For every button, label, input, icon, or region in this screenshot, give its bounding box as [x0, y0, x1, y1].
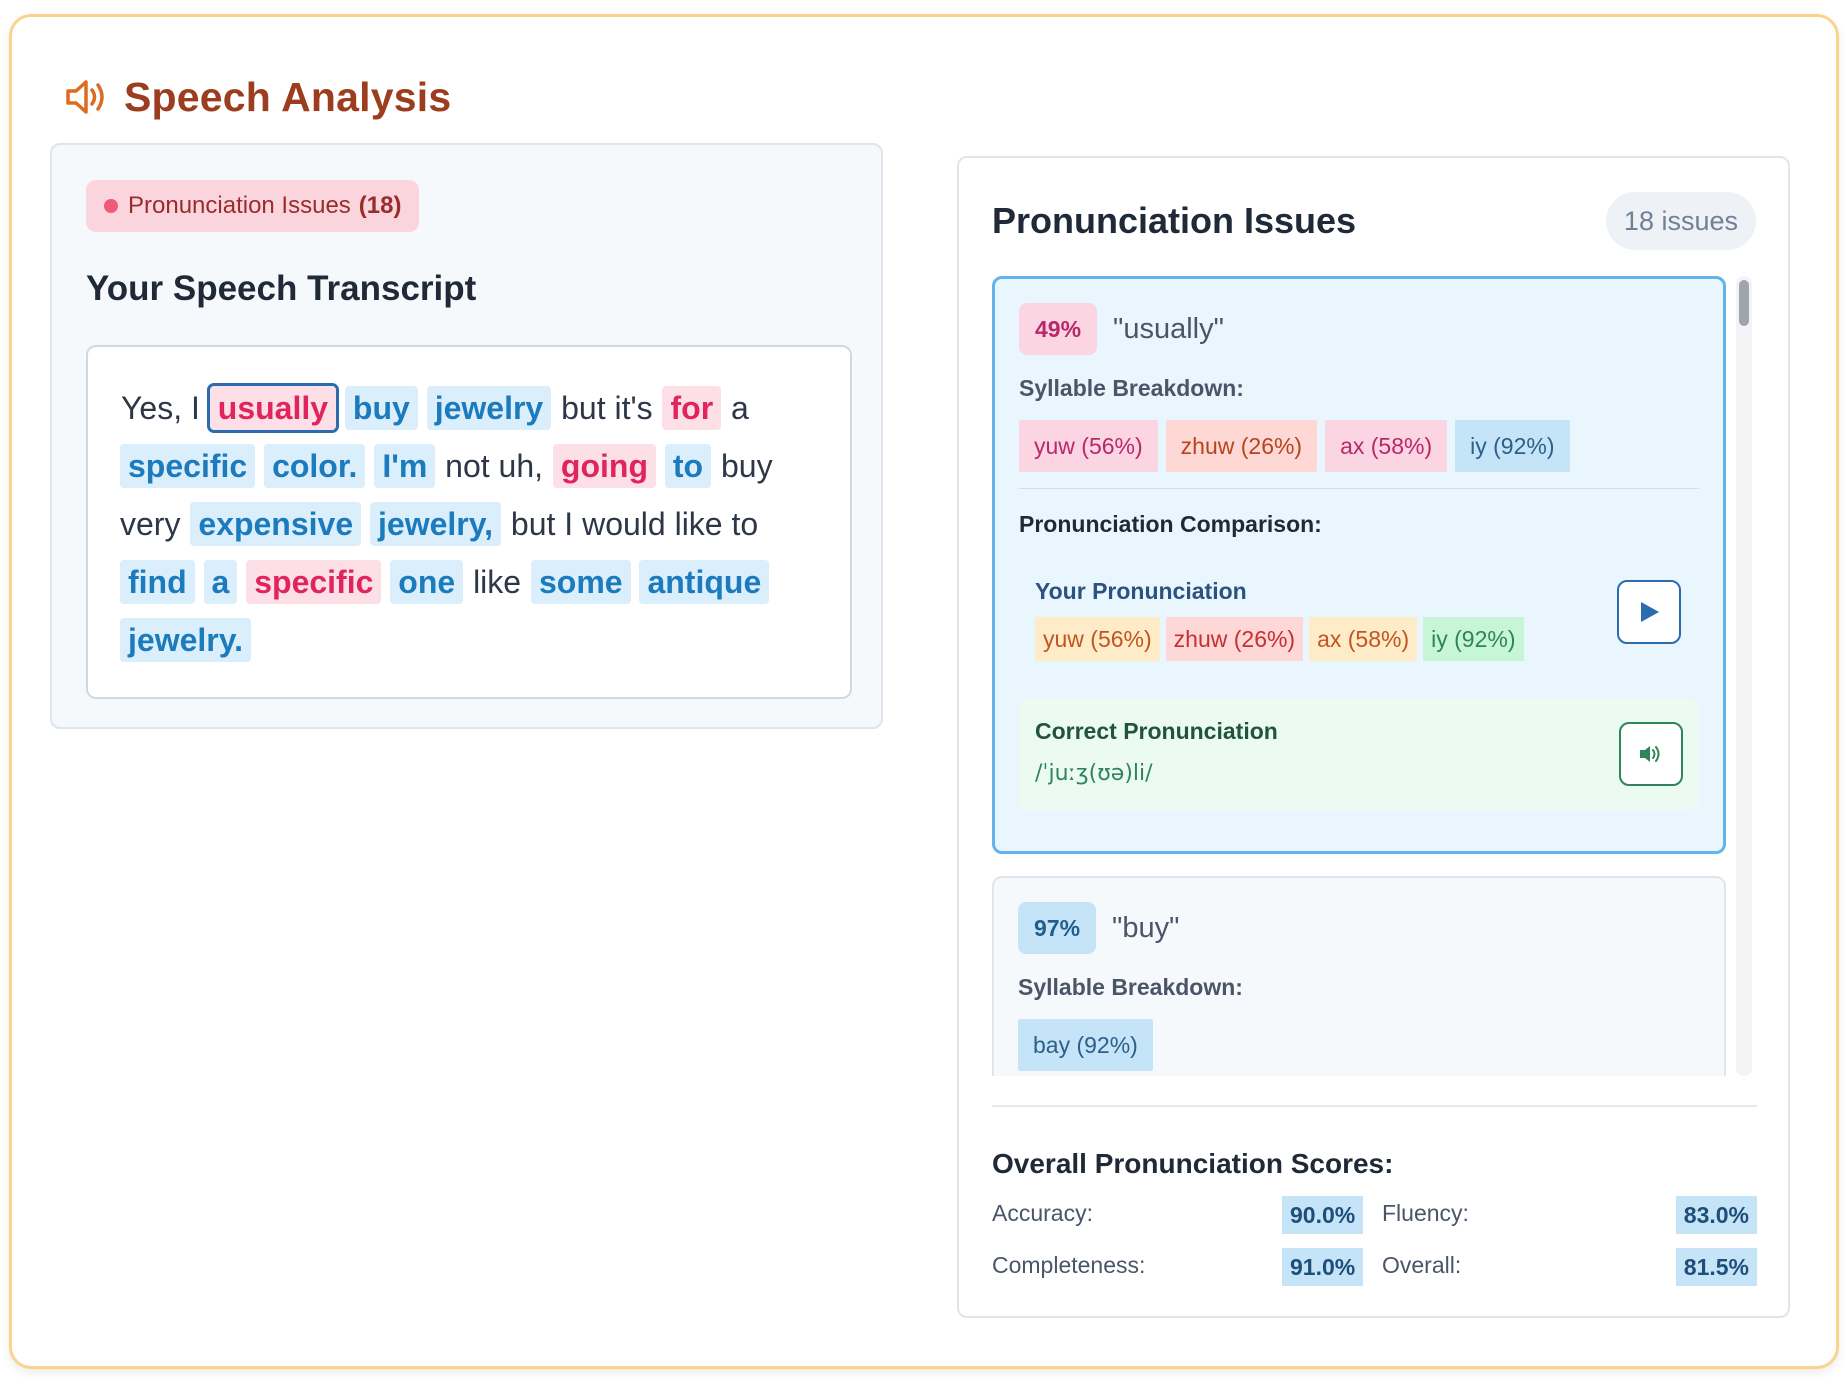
transcript-word[interactable]: jewelry. — [120, 618, 252, 662]
transcript-title: Your Speech Transcript — [86, 269, 477, 308]
completeness-value: 91.0% — [1282, 1248, 1364, 1286]
transcript-word[interactable]: one — [390, 560, 464, 604]
play-icon — [1641, 602, 1659, 622]
your-syllable-chip: iy (92%) — [1423, 617, 1524, 661]
transcript-text-segment: but I would like to — [510, 506, 759, 542]
transcript-word[interactable]: buy — [344, 386, 418, 430]
issue-word: "usually" — [1113, 312, 1224, 345]
transcript-word[interactable]: jewelry, — [370, 502, 502, 546]
transcript-word[interactable]: expensive — [190, 502, 362, 546]
issues-list[interactable]: 49% "usually" Syllable Breakdown: yuw (5… — [992, 276, 1726, 1076]
transcript-box: Yes, I usually buy jewelry but it's for … — [86, 345, 852, 699]
issue-card[interactable]: 49% "usually" Syllable Breakdown: yuw (5… — [992, 276, 1726, 854]
transcript-text-segment: not uh, — [445, 448, 544, 484]
issues-count-badge: 18 issues — [1605, 192, 1756, 250]
transcript-text-segment: buy very — [120, 448, 773, 542]
transcript-panel: Pronunciation Issues (18) Your Speech Tr… — [50, 143, 883, 729]
score-row: Completeness: 91.0% Overall: 81.5% — [992, 1248, 1757, 1286]
transcript-word[interactable]: a — [203, 560, 238, 604]
score-row: Accuracy: 90.0% Fluency: 83.0% — [992, 1196, 1757, 1234]
volume-icon — [1640, 746, 1660, 762]
issue-word: "buy" — [1112, 911, 1180, 944]
play-recording-button[interactable] — [1617, 580, 1681, 644]
issue-score-badge: 97% — [1018, 902, 1097, 954]
correct-pronunciation-label: Correct Pronunciation — [1035, 718, 1278, 744]
pronunciation-issues-filter[interactable]: Pronunciation Issues (18) — [86, 180, 420, 232]
transcript-text-segment: but it's — [561, 390, 653, 426]
accuracy-label: Accuracy: — [992, 1200, 1093, 1226]
syllable-chip: zhuw (26%) — [1165, 420, 1318, 472]
your-syllable-row: yuw (56%) zhuw (26%) ax (58%) iy (92%) — [1035, 617, 1699, 661]
transcript-word[interactable]: specific — [246, 560, 382, 604]
play-correct-audio-button[interactable] — [1619, 722, 1683, 786]
syllable-chip: yuw (56%) — [1019, 420, 1158, 472]
fluency-value: 83.0% — [1675, 1196, 1757, 1234]
your-pronunciation: Your Pronunciation yuw (56%) zhuw (26%) … — [1019, 578, 1699, 668]
transcript-text: Yes, I usually buy jewelry but it's for … — [120, 379, 820, 669]
your-syllable-chip: ax (58%) — [1309, 617, 1418, 661]
divider — [1019, 488, 1699, 489]
syllable-breakdown-label: Syllable Breakdown: — [1018, 974, 1243, 1000]
correct-pronunciation-ipa: /ˈjuːʒ(ʊə)li/ — [1035, 761, 1153, 786]
overall-scores-title: Overall Pronunciation Scores: — [992, 1148, 1394, 1179]
correct-pronunciation: Correct Pronunciation /ˈjuːʒ(ʊə)li/ — [1019, 698, 1699, 810]
issue-score-badge: 49% — [1019, 303, 1098, 355]
comparison-label: Pronunciation Comparison: — [1019, 511, 1322, 537]
your-pronunciation-label: Your Pronunciation — [1035, 578, 1247, 604]
syllable-chip: iy (92%) — [1455, 420, 1570, 472]
accuracy-value: 90.0% — [1282, 1196, 1364, 1234]
overall-label: Overall: — [1382, 1252, 1462, 1278]
scrollbar-thumb[interactable] — [1739, 280, 1749, 326]
transcript-text-segment: a — [731, 390, 749, 426]
issues-pill-count: (18) — [358, 192, 402, 219]
transcript-word[interactable]: specific — [120, 444, 256, 488]
divider — [992, 1105, 1757, 1107]
completeness-label: Completeness: — [992, 1252, 1146, 1278]
transcript-word[interactable]: find — [120, 560, 195, 604]
pronunciation-issues-panel: Pronunciation Issues 18 issues 49% "usua… — [957, 156, 1790, 1318]
transcript-word[interactable]: jewelry — [426, 386, 552, 430]
syllable-row: yuw (56%) zhuw (26%) ax (58%) iy (92%) — [1019, 420, 1699, 472]
speaker-icon — [66, 80, 104, 114]
syllable-row: bay (92%) — [1018, 1019, 1700, 1071]
issues-pill-label: Pronunciation Issues — [128, 192, 351, 219]
overall-value: 81.5% — [1675, 1248, 1757, 1286]
transcript-word[interactable]: antique — [639, 560, 770, 604]
transcript-text-segment: like — [473, 564, 522, 600]
app-header: Speech Analysis — [62, 73, 451, 121]
fluency-label: Fluency: — [1382, 1200, 1469, 1226]
transcript-word[interactable]: some — [530, 560, 631, 604]
transcript-word[interactable]: going — [552, 444, 656, 488]
your-syllable-chip: zhuw (26%) — [1165, 617, 1304, 661]
syllable-chip: ax (58%) — [1325, 420, 1448, 472]
issues-panel-title: Pronunciation Issues — [992, 200, 1357, 241]
issues-scrollbar[interactable] — [1736, 276, 1752, 1076]
transcript-word[interactable]: for — [662, 386, 722, 430]
your-syllable-chip: yuw (56%) — [1035, 617, 1160, 661]
transcript-text-segment: Yes, I — [121, 390, 200, 426]
syllable-breakdown-label: Syllable Breakdown: — [1019, 375, 1244, 401]
app-title: Speech Analysis — [124, 73, 452, 120]
transcript-word[interactable]: I'm — [374, 444, 436, 488]
issue-card[interactable]: 97% "buy" Syllable Breakdown: bay (92%) — [992, 876, 1726, 1076]
issue-dot-icon — [104, 199, 118, 213]
transcript-word[interactable]: to — [664, 444, 712, 488]
transcript-word[interactable]: color. — [264, 444, 366, 488]
syllable-chip: bay (92%) — [1018, 1019, 1153, 1071]
transcript-word[interactable]: usually — [206, 383, 340, 433]
